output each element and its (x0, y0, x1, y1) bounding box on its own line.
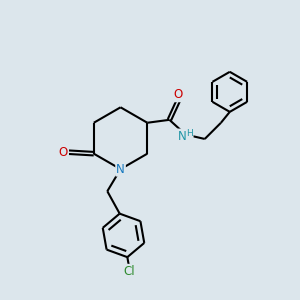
Text: N: N (177, 130, 186, 142)
Text: O: O (59, 146, 68, 159)
Text: Cl: Cl (123, 265, 135, 278)
Text: H: H (186, 129, 193, 138)
Text: O: O (174, 88, 183, 101)
Text: N: N (116, 163, 125, 176)
